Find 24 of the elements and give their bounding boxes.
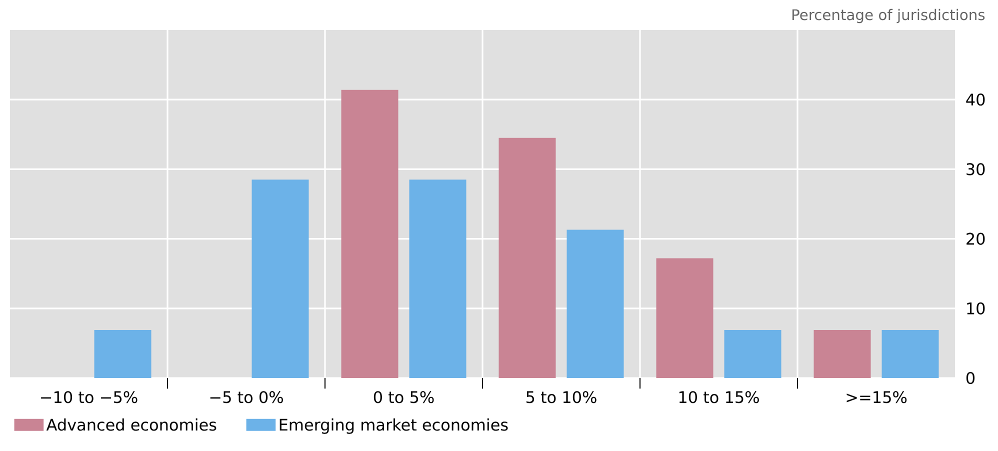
- x-tick-label: 5 to 10%: [526, 391, 596, 404]
- chart-title: Percentage of jurisdictions: [792, 8, 985, 24]
- bar: [94, 330, 152, 378]
- bar: [252, 180, 309, 378]
- x-tick-label: −10 to −5%: [41, 391, 138, 404]
- y-tick-label: 10: [967, 302, 985, 314]
- bar: [341, 90, 398, 378]
- bar: [566, 230, 624, 378]
- legend-label: Emerging market economies: [280, 418, 508, 434]
- bar: [814, 330, 871, 378]
- x-tick-label: 0 to 5%: [374, 391, 434, 404]
- x-tick-label: −5 to 0%: [210, 391, 283, 404]
- legend-label: Advanced economies: [46, 418, 216, 431]
- bar: [882, 330, 939, 378]
- x-tick-label: 10 to 15%: [679, 391, 759, 404]
- y-tick-label: 40: [966, 94, 985, 106]
- bar: [409, 180, 466, 378]
- y-tick-label: 0: [966, 372, 975, 384]
- bar: [724, 330, 782, 378]
- y-tick-label: 30: [966, 163, 985, 176]
- y-tick-label: 20: [966, 232, 985, 245]
- x-tick-label: >=15%: [846, 391, 907, 404]
- bar: [498, 138, 556, 378]
- bar: [656, 258, 714, 378]
